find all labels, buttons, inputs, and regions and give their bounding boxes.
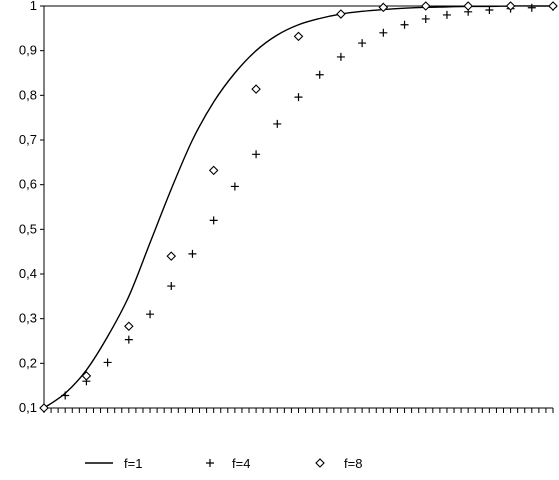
data-point-diamond [505, 1, 516, 11]
data-point-plus [252, 150, 261, 159]
y-axis-ticks: 0,1 0,2 0,3 0,4 0,5 0,6 0,7 0,8 0,9 1 [19, 0, 44, 415]
y-tick-label: 0,4 [19, 266, 37, 281]
data-point-diamond [293, 31, 304, 42]
data-point-diamond [39, 403, 49, 413]
data-point-diamond [251, 84, 261, 94]
legend-label: f=4 [232, 456, 250, 471]
data-point-plus [315, 70, 324, 79]
data-point-diamond [378, 2, 389, 13]
y-tick-label: 0,3 [19, 311, 37, 326]
data-point-plus [146, 310, 155, 319]
data-point-diamond [548, 1, 558, 11]
data-point-diamond [208, 165, 219, 176]
axes [43, 5, 553, 409]
data-point-plus [400, 20, 409, 29]
data-point-plus [124, 335, 133, 344]
y-tick-label: 0,7 [19, 132, 37, 147]
data-point-plus [209, 216, 218, 225]
data-point-plus [442, 10, 451, 19]
y-tick-label: 0,9 [19, 43, 37, 58]
legend-label: f=1 [124, 456, 142, 471]
series-line [43, 5, 553, 409]
y-tick-label: 0,6 [19, 177, 37, 192]
data-point-diamond [166, 251, 177, 261]
data-point-diamond [124, 321, 134, 332]
y-tick-label: 0,2 [19, 355, 37, 370]
legend-label: f=8 [344, 456, 362, 471]
data-point-diamond [336, 9, 346, 19]
series-f-4 [40, 2, 557, 412]
data-point-plus [336, 52, 345, 61]
data-point-plus [358, 39, 367, 48]
data-point-diamond [81, 371, 92, 381]
y-tick-label: 0,5 [19, 221, 37, 236]
x-axis-ticks [43, 408, 554, 413]
data-point-plus [167, 282, 176, 291]
legend-item-f-4: f=4 [206, 456, 250, 471]
data-point-plus [485, 6, 494, 15]
legend-plus-swatch [206, 459, 214, 467]
data-point-diamond [463, 1, 473, 11]
data-point-plus [61, 391, 70, 400]
legend-diamond-swatch [315, 458, 325, 468]
series-f-8 [39, 1, 558, 413]
y-tick-label: 0,8 [19, 87, 37, 102]
legend-item-f-8: f=8 [315, 456, 362, 471]
data-point-plus [230, 182, 239, 191]
data-point-plus [527, 3, 536, 12]
data-point-plus [188, 249, 197, 258]
legend-item-f-1: f=1 [85, 456, 142, 471]
data-point-plus [294, 93, 303, 102]
legend: f=1 f=4 f=8 [85, 456, 362, 471]
data-point-diamond [420, 1, 431, 11]
data-point-plus [273, 119, 282, 128]
y-tick-label: 0,1 [19, 400, 37, 415]
data-point-plus [103, 358, 112, 367]
data-point-plus [379, 28, 388, 37]
y-tick-label: 1 [30, 0, 37, 13]
data-point-plus [421, 14, 430, 23]
series-group [39, 1, 558, 413]
series-f-1 [43, 5, 553, 409]
